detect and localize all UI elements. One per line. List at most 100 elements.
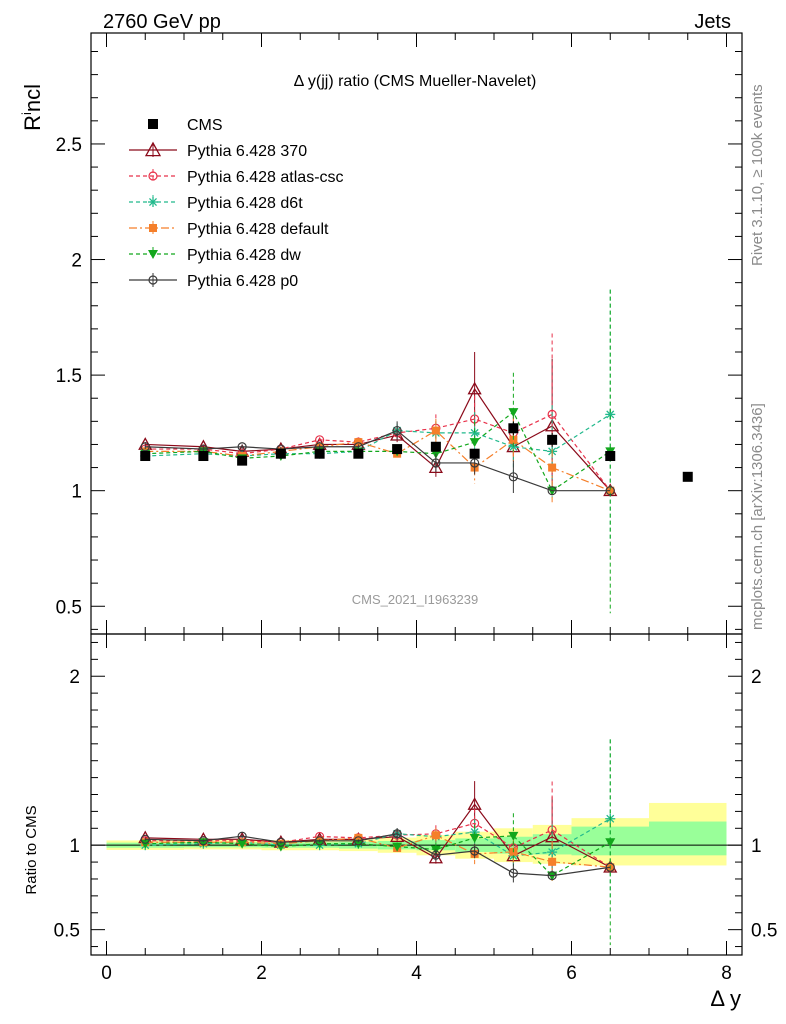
- legend-marker-2: [148, 171, 158, 181]
- ratio-series-point-4: [508, 831, 519, 841]
- y-axis-label: Rincl: [19, 84, 45, 131]
- data-point: [430, 441, 441, 452]
- legend-label-5: Pythia 6.428 dw: [187, 247, 301, 264]
- legend-label-2: Pythia 6.428 atlas-csc: [187, 169, 344, 186]
- chart-title: Δ y(jj) ratio (CMS Mueller-Navelet): [294, 73, 537, 90]
- series-point-4: [508, 408, 519, 418]
- x-tick-label: 6: [566, 963, 577, 984]
- header-left: 2760 GeV pp: [103, 11, 221, 33]
- legend-label-0: CMS: [187, 117, 223, 134]
- series-point-0: [390, 427, 405, 441]
- ratio-series-point-5: [392, 829, 402, 839]
- ratio-series-point-4: [469, 833, 480, 843]
- y-axis-label-text: Rincl: [19, 84, 45, 131]
- legend-marker-6: [148, 275, 158, 285]
- ratio-series-point-5: [198, 836, 208, 846]
- y-tick-label: 1: [71, 482, 82, 503]
- mcplots-label: mcplots.cern.ch [arXiv:1306.3436]: [749, 403, 766, 630]
- series-point-3: [354, 438, 363, 447]
- series-point-5: [547, 486, 557, 496]
- x-tick-label: 8: [721, 963, 732, 984]
- series-point-5: [470, 458, 480, 468]
- ratio-series-point-5: [470, 846, 480, 856]
- ratio-series-line-1: [145, 822, 611, 868]
- series-point-5: [508, 472, 518, 482]
- legend-marker-1: [144, 141, 162, 157]
- ratio-series-point-4: [605, 838, 616, 848]
- data-point: [353, 448, 364, 459]
- legend-marker-3: [148, 197, 158, 207]
- legend-label-4: Pythia 6.428 default: [187, 221, 329, 238]
- x-tick-label: 0: [101, 963, 112, 984]
- series-line-0: [145, 387, 611, 492]
- ratio-series-line-4: [145, 835, 611, 877]
- x-tick-label: 2: [256, 963, 267, 984]
- ratio-y-tick-label-right: 2: [751, 667, 762, 688]
- ratio-y-tick-label-right: 0.5: [751, 921, 777, 942]
- y-tick-label: 2: [71, 251, 82, 272]
- ratio-series-line-0: [145, 803, 611, 868]
- ratio-series-point-5: [140, 834, 150, 844]
- data-point: [547, 434, 558, 445]
- ratio-series-point-5: [315, 836, 325, 846]
- legend-label-6: Pythia 6.428 p0: [187, 273, 298, 290]
- ratio-series-point-3: [548, 857, 557, 866]
- ratio-series-point-4: [392, 842, 403, 852]
- data-point: [237, 455, 248, 466]
- ratio-y-tick-label: 2: [69, 667, 80, 688]
- watermark: CMS_2021_I1963239: [352, 592, 479, 607]
- legend-label-1: Pythia 6.428 370: [187, 143, 307, 160]
- data-point: [275, 448, 286, 459]
- legend-marker-5: [148, 250, 158, 259]
- series-line-5: [145, 429, 611, 492]
- series-point-3: [431, 426, 440, 435]
- ratio-series-point-5: [237, 831, 247, 841]
- ratio-y-label: Ratio to CMS: [23, 805, 40, 894]
- legend-marker-4: [149, 224, 157, 232]
- ratio-series-point-5: [547, 871, 557, 881]
- ratio-series-point-4: [237, 839, 248, 849]
- series-point-3: [509, 435, 518, 444]
- series-point-4: [469, 438, 480, 448]
- series-line-1: [145, 413, 611, 492]
- y-tick-label: 2.5: [56, 135, 82, 156]
- series-point-5: [431, 458, 441, 468]
- ratio-series-point-5: [508, 868, 518, 878]
- ratio-y-tick-label: 0.5: [54, 921, 80, 942]
- ratio-series-point-3: [354, 833, 363, 842]
- data-point: [605, 451, 616, 462]
- series-line-4: [145, 411, 611, 492]
- y-tick-label: 1.5: [56, 366, 82, 387]
- rivet-label: Rivet 3.1.10, ≥ 100k events: [749, 84, 766, 266]
- data-point: [392, 444, 403, 455]
- series-point-3: [548, 463, 557, 472]
- ratio-series-point-5: [276, 837, 286, 847]
- ratio-series-point-3: [431, 831, 440, 840]
- ratio-series-point-5: [353, 836, 363, 846]
- series-point-5: [140, 442, 150, 452]
- legend: CMS Pythia 6.428 370 Pythia 6.428 atlas-cs…: [129, 117, 344, 290]
- data-point: [198, 451, 209, 462]
- series-point-0: [545, 418, 560, 432]
- ratio-panel: 0 2 4 6 8 0.5 0.5 1 1 2 2: [54, 633, 777, 984]
- y-tick-label: 0.5: [56, 597, 82, 618]
- x-tick-label: 4: [411, 963, 422, 984]
- ratio-y-tick-label-right: 1: [751, 836, 762, 857]
- data-point: [508, 423, 519, 434]
- ratio-series-point-5: [431, 850, 441, 860]
- legend-marker-0: [148, 119, 158, 129]
- series-point-5: [237, 442, 247, 452]
- series-point-5: [392, 425, 402, 436]
- legend-label-3: Pythia 6.428 d6t: [187, 195, 303, 212]
- ratio-series-line-5: [145, 833, 611, 877]
- ratio-series-line-2: [145, 818, 611, 857]
- series-point-5: [605, 486, 615, 496]
- series-point-0: [467, 381, 482, 395]
- data-point: [314, 448, 325, 459]
- header-right: Jets: [694, 11, 731, 33]
- series-point-0: [428, 460, 443, 474]
- ratio-frame: [90, 633, 743, 956]
- ratio-series-point-5: [605, 862, 615, 872]
- ratio-band-inner-10: [649, 821, 727, 856]
